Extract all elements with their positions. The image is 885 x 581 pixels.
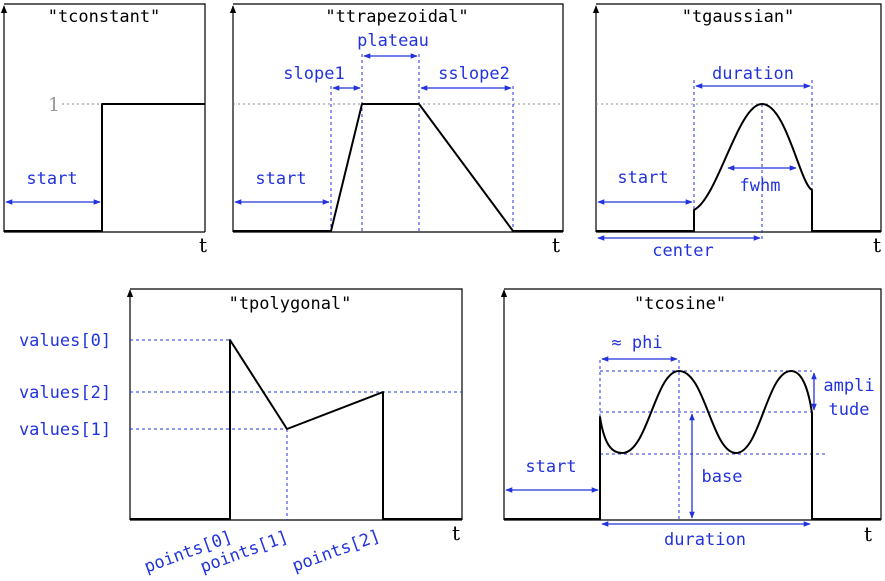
panel-title: "tcosine"	[634, 294, 726, 314]
phi-label: ≈ phi	[611, 333, 662, 353]
values-1-label: values[1]	[19, 420, 111, 440]
t-axis-label: t	[199, 233, 207, 257]
base-label: base	[702, 467, 743, 487]
values-2-label: values[2]	[19, 383, 111, 403]
values-0-label: values[0]	[19, 331, 111, 351]
panel-border	[504, 288, 882, 520]
t-axis-label: t	[552, 233, 560, 257]
center-label: center	[652, 241, 713, 261]
panel-title: "ttrapezoidal"	[325, 7, 468, 27]
t-axis-label: t	[452, 521, 460, 545]
duration-label: duration	[712, 64, 794, 84]
panel-border	[130, 288, 463, 520]
panel-border	[4, 3, 206, 232]
panel-tpolygonal: "tpolygonal" values[0] values[2] values[…	[19, 288, 463, 577]
level-one-label: 1	[48, 94, 60, 116]
tgaussian-curve	[596, 103, 881, 232]
panel-title: "tconstant"	[48, 7, 161, 27]
start-label: start	[255, 169, 306, 189]
start-label: start	[525, 457, 576, 477]
panel-title: "tpolygonal"	[229, 294, 352, 314]
ttrapezoidal-curve	[233, 103, 563, 232]
tcosine-curve	[504, 370, 881, 520]
tpolygonal-curve	[130, 339, 462, 520]
panel-tcosine: "tcosine" ≈ phi ampli tude start base du…	[500, 288, 882, 550]
t-axis-label: t	[864, 522, 872, 546]
fwhm-label: fwhm	[740, 176, 781, 196]
duration-label: duration	[664, 530, 746, 550]
amplitude-label-line1: ampli	[823, 376, 874, 396]
panel-border	[233, 3, 564, 232]
t-axis-label: t	[873, 233, 881, 257]
panel-tconstant: "tconstant" 1 start t	[0, 3, 207, 257]
panel-tgaussian: "tgaussian" duration start fwhm center t	[592, 3, 882, 261]
slope2-label: sslope2	[438, 64, 510, 84]
tconstant-curve	[4, 103, 205, 232]
start-label: start	[26, 169, 77, 189]
panel-title: "tgaussian"	[682, 7, 795, 27]
plateau-label: plateau	[357, 31, 429, 51]
amplitude-label-line2: tude	[829, 400, 870, 420]
points-2-label: points[2]	[290, 526, 383, 576]
panel-ttrapezoidal: "ttrapezoidal" plateau slope1 sslope2 st…	[229, 3, 564, 257]
panel-border	[596, 3, 882, 232]
start-label: start	[617, 168, 668, 188]
slope1-label: slope1	[283, 64, 344, 84]
